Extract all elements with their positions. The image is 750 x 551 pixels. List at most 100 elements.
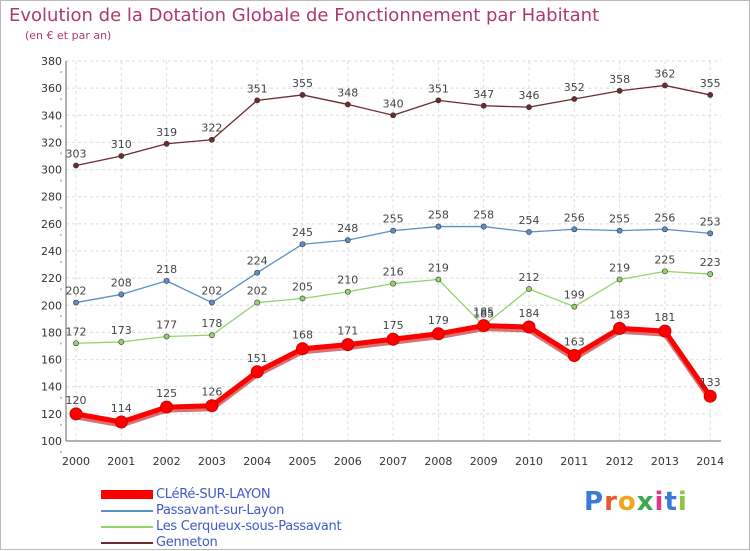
data-label-genneton: 355: [292, 77, 313, 90]
data-label-passavant-sur-layon: 255: [609, 213, 630, 226]
logo-letter: i: [677, 487, 688, 517]
y-tick-label: 180: [41, 326, 62, 339]
data-point-les-cerqueux-sous-passavant: [571, 303, 578, 310]
data-point-clere-sur-layon: [703, 389, 717, 403]
data-label-passavant-sur-layon: 245: [292, 226, 313, 239]
x-tick-label: 2012: [606, 455, 634, 468]
x-tick-label: 2006: [334, 455, 362, 468]
data-label-passavant-sur-layon: 253: [700, 215, 721, 228]
data-point-les-cerqueux-sous-passavant: [616, 276, 623, 283]
x-tick-label: 2005: [289, 455, 317, 468]
x-tick-label: 2001: [107, 455, 135, 468]
data-label-les-cerqueux-sous-passavant: 205: [292, 281, 313, 294]
data-label-genneton: 358: [609, 73, 630, 86]
data-point-passavant-sur-layon: [208, 299, 215, 306]
data-point-genneton: [73, 162, 79, 169]
data-label-passavant-sur-layon: 254: [519, 214, 540, 227]
data-point-clere-sur-layon: [477, 319, 491, 333]
data-label-les-cerqueux-sous-passavant: 199: [564, 289, 585, 302]
logo-letter: i: [654, 487, 665, 517]
data-point-passavant-sur-layon: [73, 299, 79, 306]
data-label-genneton: 319: [156, 126, 177, 139]
data-point-les-cerqueux-sous-passavant: [707, 271, 714, 277]
legend-swatch-passavant-sur-layon: [101, 510, 153, 512]
data-point-passavant-sur-layon: [344, 237, 351, 244]
x-tick-label: 2004: [243, 455, 271, 468]
data-label-passavant-sur-layon: 224: [247, 255, 268, 268]
data-point-les-cerqueux-sous-passavant: [73, 340, 79, 347]
data-point-les-cerqueux-sous-passavant: [254, 299, 261, 306]
y-tick-label: 100: [41, 435, 62, 448]
data-label-les-cerqueux-sous-passavant: 210: [337, 274, 358, 287]
x-tick-label: 2009: [470, 455, 498, 468]
x-tick-label: 2010: [515, 455, 543, 468]
data-label-passavant-sur-layon: 202: [201, 285, 222, 298]
data-label-genneton: 351: [247, 82, 268, 95]
data-point-passavant-sur-layon: [299, 241, 306, 248]
data-label-passavant-sur-layon: 256: [654, 211, 675, 224]
data-label-passavant-sur-layon: 202: [66, 285, 87, 298]
y-tick-label: 200: [41, 299, 62, 312]
data-label-passavant-sur-layon: 248: [337, 222, 358, 235]
data-label-genneton: 340: [383, 97, 404, 110]
data-point-passavant-sur-layon: [571, 226, 578, 233]
legend-label-passavant-sur-layon: Passavant-sur-Layon: [156, 503, 285, 518]
data-point-genneton: [571, 96, 578, 102]
data-label-clere-sur-layon: 125: [156, 387, 177, 400]
data-point-passavant-sur-layon: [480, 223, 487, 230]
data-point-clere-sur-layon: [250, 365, 264, 379]
data-label-clere-sur-layon: 114: [111, 402, 132, 415]
data-point-clere-sur-layon: [522, 320, 536, 334]
data-point-les-cerqueux-sous-passavant: [299, 295, 306, 302]
data-label-genneton: 303: [66, 148, 87, 161]
data-point-les-cerqueux-sous-passavant: [390, 280, 396, 287]
y-tick-label: 340: [41, 109, 62, 122]
data-label-genneton: 322: [201, 122, 222, 135]
data-label-genneton: 310: [111, 138, 132, 151]
data-point-passavant-sur-layon: [707, 230, 714, 237]
data-point-passavant-sur-layon: [390, 227, 396, 234]
y-tick-label: 240: [41, 245, 62, 258]
data-label-passavant-sur-layon: 258: [473, 209, 494, 222]
data-point-passavant-sur-layon: [526, 229, 532, 235]
data-point-les-cerqueux-sous-passavant: [435, 276, 442, 283]
data-label-genneton: 351: [428, 82, 449, 95]
data-label-passavant-sur-layon: 255: [383, 213, 404, 226]
logo-letter: o: [617, 487, 637, 517]
data-label-les-cerqueux-sous-passavant: 216: [383, 266, 404, 279]
y-tick-label: 320: [41, 136, 62, 149]
legend-label-genneton: Genneton: [156, 535, 218, 550]
data-label-passavant-sur-layon: 258: [428, 209, 449, 222]
data-label-les-cerqueux-sous-passavant: 185: [473, 308, 494, 321]
y-tick-label: 360: [41, 82, 62, 95]
legend-label-clere-sur-layon: CLéRé-SUR-LAYON: [156, 487, 271, 502]
data-point-passavant-sur-layon: [616, 227, 623, 234]
x-tick-label: 2008: [424, 455, 452, 468]
data-point-passavant-sur-layon: [118, 291, 125, 298]
data-label-clere-sur-layon: 179: [428, 314, 449, 327]
legend-swatch-les-cerqueux-sous-passavant: [101, 526, 153, 528]
data-point-genneton: [344, 101, 351, 108]
data-point-clere-sur-layon: [567, 349, 581, 362]
data-label-clere-sur-layon: 120: [66, 394, 87, 407]
data-label-clere-sur-layon: 175: [383, 319, 404, 332]
data-point-clere-sur-layon: [386, 332, 400, 346]
data-label-clere-sur-layon: 171: [337, 325, 358, 338]
data-label-les-cerqueux-sous-passavant: 223: [700, 256, 721, 269]
data-label-les-cerqueux-sous-passavant: 202: [247, 285, 268, 298]
data-label-clere-sur-layon: 151: [247, 352, 268, 365]
data-point-passavant-sur-layon: [435, 223, 442, 230]
logo-letter: P: [584, 487, 605, 517]
data-label-clere-sur-layon: 181: [654, 311, 675, 324]
data-label-clere-sur-layon: 126: [201, 386, 222, 399]
data-label-genneton: 347: [473, 88, 494, 101]
data-point-les-cerqueux-sous-passavant: [526, 286, 532, 292]
data-point-genneton: [254, 97, 261, 104]
data-point-genneton: [662, 82, 668, 89]
data-label-les-cerqueux-sous-passavant: 177: [156, 319, 177, 332]
legend-swatch-genneton: [101, 542, 153, 544]
data-label-passavant-sur-layon: 208: [111, 276, 132, 289]
data-point-passavant-sur-layon: [163, 277, 170, 284]
